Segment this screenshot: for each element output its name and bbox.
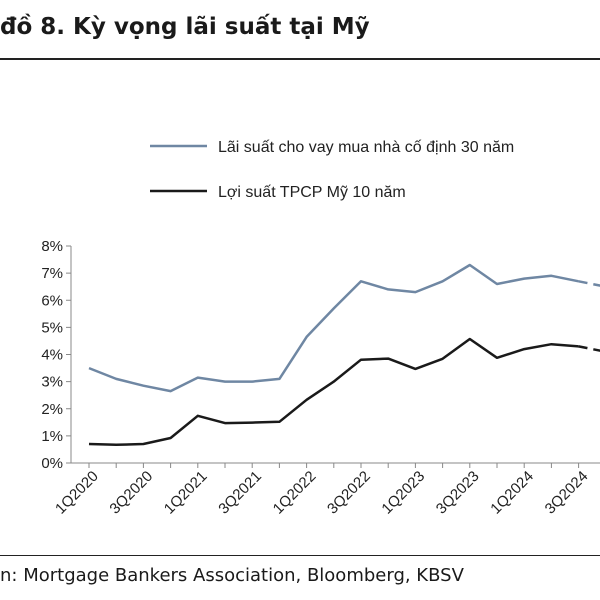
series-line-forecast-0 bbox=[578, 280, 600, 287]
y-tick-label: 2% bbox=[41, 401, 63, 418]
x-tick-label: 3Q2023 bbox=[433, 468, 483, 518]
y-tick-label: 6% bbox=[41, 292, 63, 309]
series-line-forecast-1 bbox=[578, 345, 600, 352]
y-tick-label: 5% bbox=[41, 319, 63, 336]
x-tick-label: 3Q2021 bbox=[215, 468, 265, 518]
x-tick-label: 1Q2023 bbox=[378, 468, 428, 518]
legend-label-1: Lợi suất TPCP Mỹ 10 năm bbox=[218, 184, 406, 201]
chart-title: đồ 8. Kỳ vọng lãi suất tại Mỹ bbox=[0, 14, 370, 40]
title-divider bbox=[0, 58, 600, 60]
series-lines bbox=[88, 263, 600, 447]
x-tick-label: 3Q2020 bbox=[106, 468, 156, 518]
footer-divider bbox=[0, 555, 600, 556]
x-tick-label: 3Q2022 bbox=[324, 468, 374, 518]
x-tick-label: 3Q2024 bbox=[542, 468, 592, 518]
legend-label-0: Lãi suất cho vay mua nhà cố định 30 năm bbox=[218, 139, 514, 156]
y-tick-label: 8% bbox=[41, 238, 63, 255]
x-axis: 1Q2020 3Q2020 1Q2021 3Q2021 1Q2022 3Q2022 1Q20… bbox=[52, 462, 600, 518]
source-note: n: Mortgage Bankers Association, Bloombe… bbox=[0, 565, 464, 586]
x-tick-label: 1Q2021 bbox=[161, 468, 211, 518]
x-tick-label: 1Q2020 bbox=[52, 468, 102, 518]
series-line-actual-0 bbox=[88, 263, 579, 393]
y-tick-label: 1% bbox=[41, 428, 63, 445]
x-tick-label: 1Q2022 bbox=[270, 468, 320, 518]
x-tick-label: 1Q2025 bbox=[596, 468, 600, 518]
chart-legend: Lãi suất cho vay mua nhà cố định 30 năm L… bbox=[150, 139, 514, 201]
y-tick-label: 4% bbox=[41, 347, 63, 364]
series-line-actual-1 bbox=[88, 337, 579, 447]
x-tick-label: 1Q2024 bbox=[487, 468, 537, 518]
y-tick-label: 0% bbox=[41, 455, 63, 472]
y-tick-label: 3% bbox=[41, 374, 63, 391]
y-axis: 0% 1% 2% 3% 4% 5% 6% 7% 8% bbox=[41, 238, 72, 472]
y-tick-label: 7% bbox=[41, 265, 63, 282]
